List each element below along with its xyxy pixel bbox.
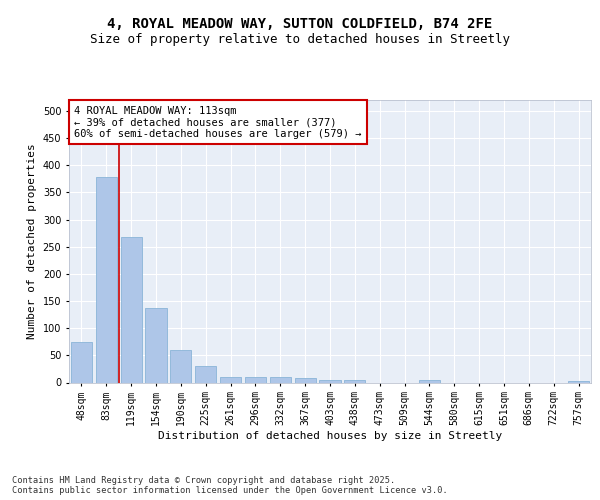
Bar xyxy=(96,177,117,382)
Bar xyxy=(220,377,241,382)
Bar xyxy=(145,308,167,382)
Bar xyxy=(245,377,266,382)
Bar xyxy=(295,378,316,382)
Bar xyxy=(121,237,142,382)
Bar xyxy=(568,381,589,382)
Text: Size of property relative to detached houses in Streetly: Size of property relative to detached ho… xyxy=(90,32,510,46)
Bar xyxy=(195,366,216,382)
Text: Contains HM Land Registry data © Crown copyright and database right 2025.
Contai: Contains HM Land Registry data © Crown c… xyxy=(12,476,448,495)
Bar xyxy=(71,342,92,382)
Bar xyxy=(344,380,365,382)
Bar xyxy=(270,377,291,382)
Bar xyxy=(319,380,341,382)
X-axis label: Distribution of detached houses by size in Streetly: Distribution of detached houses by size … xyxy=(158,431,502,441)
Bar xyxy=(170,350,191,382)
Text: 4, ROYAL MEADOW WAY, SUTTON COLDFIELD, B74 2FE: 4, ROYAL MEADOW WAY, SUTTON COLDFIELD, B… xyxy=(107,18,493,32)
Y-axis label: Number of detached properties: Number of detached properties xyxy=(27,144,37,339)
Text: 4 ROYAL MEADOW WAY: 113sqm
← 39% of detached houses are smaller (377)
60% of sem: 4 ROYAL MEADOW WAY: 113sqm ← 39% of deta… xyxy=(74,106,362,139)
Bar xyxy=(419,380,440,382)
